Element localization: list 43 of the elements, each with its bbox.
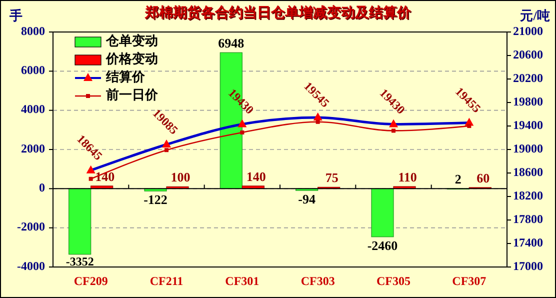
y2-axis-title: 元/吨 bbox=[519, 8, 550, 23]
legend-label: 结算价 bbox=[105, 68, 146, 84]
data-label: 60 bbox=[476, 170, 490, 186]
y-tick-label: -4000 bbox=[17, 258, 45, 273]
data-label: 2 bbox=[454, 172, 462, 187]
x-tick-label: CF303 bbox=[300, 274, 335, 288]
data-label: 75 bbox=[325, 170, 339, 186]
chart-title: 郑棉期货各合约当日仓单增减变动及结算价 bbox=[144, 4, 412, 21]
y-tick-label: -2000 bbox=[17, 220, 45, 234]
data-label: 110 bbox=[398, 170, 417, 185]
y2-tick-label: 18600 bbox=[513, 164, 543, 179]
x-tick-label: CF209 bbox=[74, 274, 108, 288]
y2-tick-label: 18200 bbox=[513, 188, 543, 202]
x-tick-label: CF301 bbox=[225, 274, 260, 288]
data-label: -122 bbox=[144, 192, 168, 208]
data-label: 100 bbox=[170, 170, 190, 185]
y-tick-label: 6000 bbox=[21, 62, 45, 77]
data-label: -94 bbox=[298, 192, 316, 207]
legend-label: 价格变动 bbox=[105, 50, 158, 66]
y2-tick-label: 20200 bbox=[513, 70, 543, 85]
y-tick-label: 8000 bbox=[21, 24, 45, 38]
y-tick-label: 0 bbox=[39, 180, 45, 194]
y2-tick-label: 19800 bbox=[513, 94, 543, 108]
y-tick-label: 4000 bbox=[21, 102, 45, 116]
y2-tick-label: 20600 bbox=[513, 47, 543, 62]
y2-tick-label: 19000 bbox=[513, 141, 543, 156]
y2-tick-label: 19400 bbox=[513, 118, 543, 132]
y-tick-label: 2000 bbox=[21, 141, 45, 156]
y2-tick-label: 21000 bbox=[513, 24, 543, 38]
data-label: -2460 bbox=[367, 238, 398, 253]
y2-tick-label: 17400 bbox=[513, 235, 543, 250]
y-axis-title: 手 bbox=[8, 8, 22, 23]
x-tick-label: CF305 bbox=[376, 274, 410, 288]
data-label: -3352 bbox=[66, 254, 94, 268]
legend-label: 前一日价 bbox=[105, 86, 159, 102]
y2-tick-label: 17000 bbox=[513, 258, 543, 273]
x-tick-label: CF307 bbox=[452, 274, 486, 288]
data-label: 140 bbox=[95, 168, 115, 184]
x-tick-label: CF211 bbox=[150, 274, 184, 288]
data-label: 140 bbox=[246, 168, 266, 184]
legend-label: 仓单变动 bbox=[105, 32, 158, 48]
y2-tick-label: 17800 bbox=[513, 212, 543, 226]
data-label: 6948 bbox=[218, 36, 245, 51]
